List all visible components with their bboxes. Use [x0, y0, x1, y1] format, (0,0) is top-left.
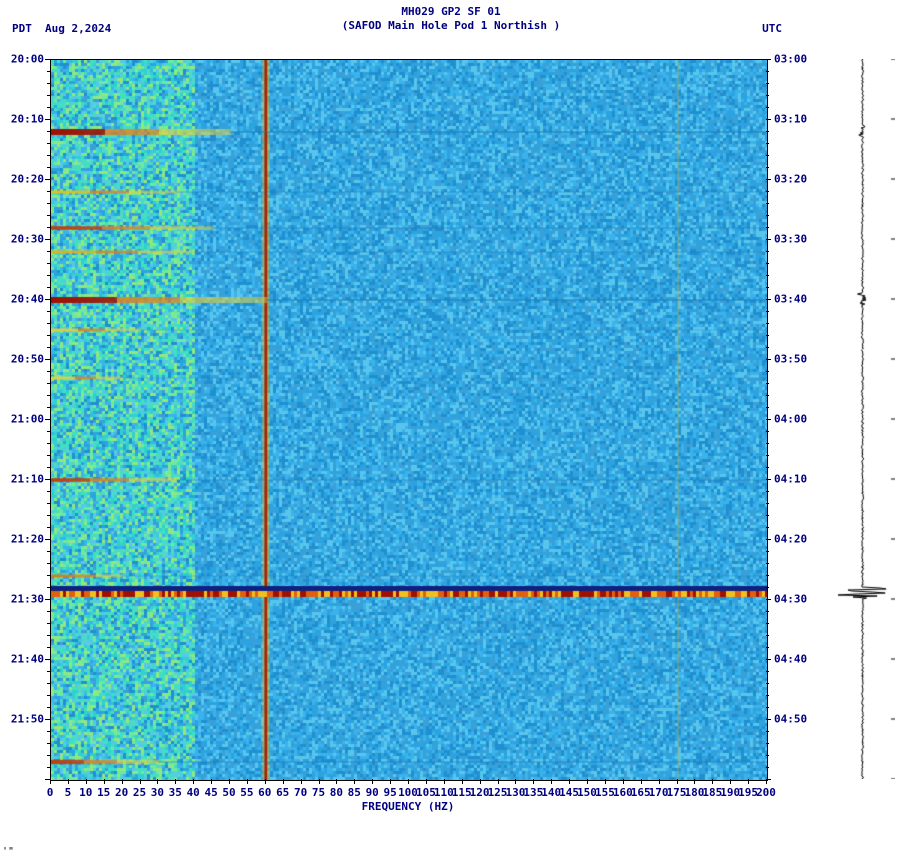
y-right-tick-label: 03:20	[774, 173, 807, 186]
x-tick-label: 90	[366, 786, 379, 799]
x-tick-label: 5	[65, 786, 72, 799]
x-tick-label: 160	[613, 786, 633, 799]
x-tick-label: 20	[115, 786, 128, 799]
x-tick-label: 130	[505, 786, 525, 799]
x-tick-label: 105	[416, 786, 436, 799]
x-tick-label: 95	[383, 786, 396, 799]
x-tick-label: 65	[276, 786, 289, 799]
y-axis-left-pdt: 20:0020:1020:2020:3020:4020:5021:0021:10…	[0, 59, 48, 779]
x-tick-label: 140	[541, 786, 561, 799]
y-axis-right-utc: 03:0003:1003:2003:3003:4003:5004:0004:10…	[770, 59, 830, 779]
x-tick-label: 0	[47, 786, 54, 799]
x-tick-label: 125	[488, 786, 508, 799]
y-ticks-left	[45, 59, 50, 779]
y-right-tick-label: 04:40	[774, 653, 807, 666]
x-tick-label: 165	[631, 786, 651, 799]
x-tick-label: 40	[187, 786, 200, 799]
y-left-tick-label: 20:00	[11, 53, 44, 66]
y-right-tick-label: 04:00	[774, 413, 807, 426]
x-tick-label: 175	[667, 786, 687, 799]
x-tick-label: 145	[559, 786, 579, 799]
x-tick-label: 80	[330, 786, 343, 799]
seismogram-trace	[830, 59, 895, 779]
y-left-tick-label: 21:30	[11, 593, 44, 606]
y-right-tick-label: 03:40	[774, 293, 807, 306]
x-ticks	[50, 779, 766, 784]
x-tick-label: 50	[222, 786, 235, 799]
x-tick-label: 15	[97, 786, 110, 799]
y-right-tick-label: 04:30	[774, 593, 807, 606]
y-left-tick-label: 20:50	[11, 353, 44, 366]
x-tick-label: 115	[452, 786, 472, 799]
spectrogram-figure: MH029 GP2 SF 01 (SAFOD Main Hole Pod 1 N…	[0, 0, 902, 864]
x-tick-label: 60	[258, 786, 271, 799]
y-right-tick-label: 04:20	[774, 533, 807, 546]
x-tick-label: 55	[240, 786, 253, 799]
x-tick-label: 10	[79, 786, 92, 799]
spectrogram-canvas	[51, 60, 767, 780]
y-left-tick-label: 21:20	[11, 533, 44, 546]
x-tick-label: 25	[133, 786, 146, 799]
y-right-tick-label: 04:50	[774, 713, 807, 726]
y-left-tick-label: 20:30	[11, 233, 44, 246]
y-left-tick-label: 21:00	[11, 413, 44, 426]
x-tick-label: 100	[398, 786, 418, 799]
footer-mark: '"	[2, 846, 14, 857]
x-tick-label: 200	[756, 786, 776, 799]
seismogram-canvas	[830, 59, 895, 779]
spectrogram-plot	[50, 59, 768, 781]
y-right-tick-label: 04:10	[774, 473, 807, 486]
x-tick-label: 30	[151, 786, 164, 799]
x-tick-label: 190	[720, 786, 740, 799]
left-timezone-label: PDT	[12, 22, 32, 35]
y-left-tick-label: 20:40	[11, 293, 44, 306]
title-line1: MH029 GP2 SF 01	[0, 5, 902, 19]
y-right-tick-label: 03:10	[774, 113, 807, 126]
x-tick-label: 180	[684, 786, 704, 799]
x-tick-label: 85	[348, 786, 361, 799]
x-tick-label: 150	[577, 786, 597, 799]
x-tick-label: 120	[470, 786, 490, 799]
x-tick-label: 195	[738, 786, 758, 799]
x-tick-label: 110	[434, 786, 454, 799]
y-right-tick-label: 03:00	[774, 53, 807, 66]
x-tick-label: 185	[702, 786, 722, 799]
x-tick-label: 155	[595, 786, 615, 799]
x-tick-label: 70	[294, 786, 307, 799]
right-timezone-label: UTC	[762, 22, 782, 35]
y-left-tick-label: 21:50	[11, 713, 44, 726]
date-label: Aug 2,2024	[45, 22, 111, 35]
x-tick-label: 135	[523, 786, 543, 799]
y-ticks-right	[766, 59, 771, 779]
y-left-tick-label: 20:10	[11, 113, 44, 126]
x-tick-label: 170	[649, 786, 669, 799]
x-axis-label: FREQUENCY (HZ)	[50, 800, 766, 813]
y-left-tick-label: 21:10	[11, 473, 44, 486]
x-tick-label: 75	[312, 786, 325, 799]
y-right-tick-label: 03:50	[774, 353, 807, 366]
y-right-tick-label: 03:30	[774, 233, 807, 246]
x-tick-label: 35	[169, 786, 182, 799]
x-tick-label: 45	[204, 786, 217, 799]
y-left-tick-label: 21:40	[11, 653, 44, 666]
y-left-tick-label: 20:20	[11, 173, 44, 186]
